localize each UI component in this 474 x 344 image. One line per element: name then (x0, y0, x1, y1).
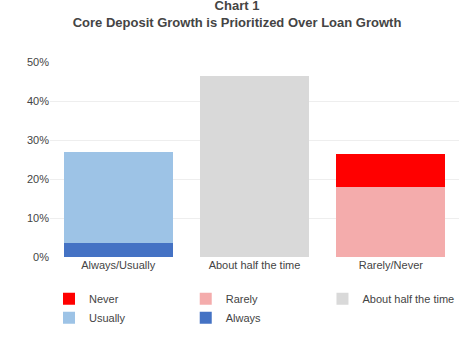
svg-text:Chart 1Core Deposit Growth is: Chart 1Core Deposit Growth is Prioritize… (73, 0, 402, 30)
svg-text:Never: Never (89, 293, 119, 305)
svg-text:Rarely: Rarely (226, 293, 258, 305)
svg-text:Always/Usually: Always/Usually (81, 259, 155, 271)
svg-text:Rarely/Never: Rarely/Never (359, 259, 424, 271)
svg-text:10%: 10% (27, 212, 49, 224)
svg-text:About half the time: About half the time (209, 259, 301, 271)
svg-text:20%: 20% (27, 173, 49, 185)
svg-text:50%: 50% (27, 56, 49, 68)
svg-text:Always: Always (226, 312, 261, 324)
svg-text:30%: 30% (27, 134, 49, 146)
svg-text:Usually: Usually (89, 312, 126, 324)
svg-text:0%: 0% (33, 251, 49, 263)
svg-text:40%: 40% (27, 95, 49, 107)
svg-text:About half the time: About half the time (362, 293, 454, 305)
